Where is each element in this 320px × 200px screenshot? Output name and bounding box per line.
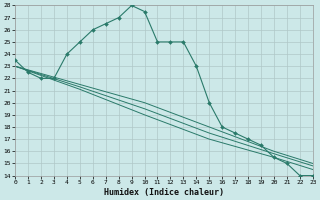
X-axis label: Humidex (Indice chaleur): Humidex (Indice chaleur) (104, 188, 224, 197)
